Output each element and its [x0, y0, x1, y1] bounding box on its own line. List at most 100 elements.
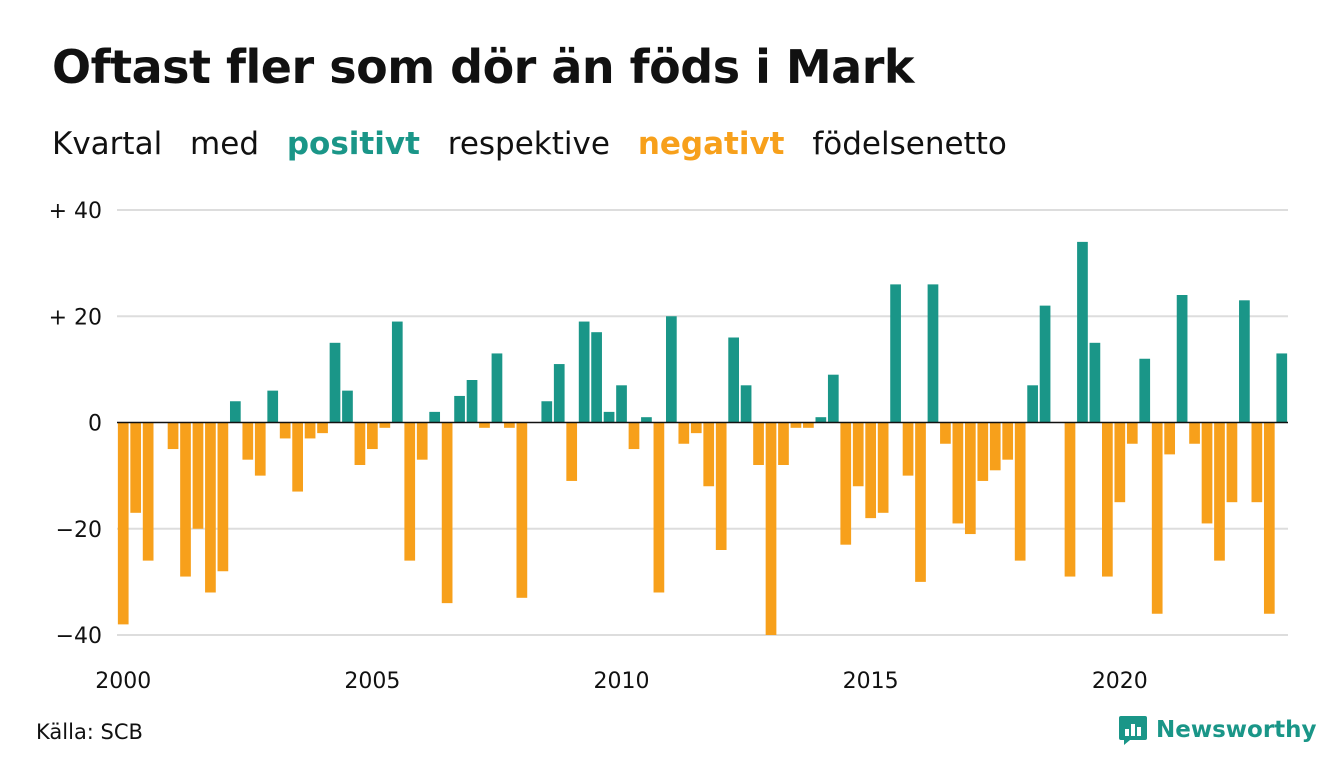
bars: [117, 241, 1288, 635]
bar-negative: [940, 422, 951, 444]
brand-logo: Newsworthy: [1118, 714, 1317, 746]
y-tick-label: −20: [56, 518, 102, 543]
bar-negative: [1226, 422, 1238, 503]
bar-negative: [279, 422, 291, 439]
bar-negative: [753, 422, 764, 465]
subtitle-part-1: Kvartal: [52, 126, 163, 162]
y-tick-label: + 40: [49, 199, 102, 224]
bar-negative: [317, 422, 328, 434]
x-tick-label: 2000: [95, 669, 151, 694]
x-tick-label: 2020: [1092, 669, 1148, 694]
bar-positive: [1139, 358, 1151, 423]
bar-negative: [1002, 422, 1014, 460]
bar-positive: [391, 321, 403, 423]
subtitle-positive-word: positivt: [286, 126, 420, 162]
bar-negative: [304, 422, 316, 439]
bar-negative: [653, 422, 665, 593]
chart-bubble-icon: [1119, 716, 1147, 745]
bar-positive: [429, 411, 441, 423]
bar-negative: [441, 422, 453, 604]
bar-negative: [715, 422, 727, 550]
bar-negative: [790, 422, 802, 428]
bar-negative: [852, 422, 864, 487]
bar-positive: [1276, 353, 1288, 423]
bar-positive: [1077, 241, 1088, 423]
bar-positive: [1039, 305, 1051, 423]
chart-subtitle: Kvartal med positivt respektive negativt…: [52, 126, 1025, 162]
bar-negative: [167, 422, 179, 450]
subtitle-part-3: respektive: [447, 126, 610, 162]
bar-negative: [1189, 422, 1200, 444]
bar-negative: [292, 422, 303, 492]
x-tick-label: 2010: [594, 669, 650, 694]
bar-negative: [1263, 422, 1275, 614]
bar-negative: [977, 422, 989, 481]
bar-negative: [915, 422, 926, 582]
x-axis-ticks: 2000 2005 2010 2015 2020: [95, 669, 1148, 694]
bar-positive: [466, 380, 478, 423]
bar-negative: [952, 422, 964, 524]
subtitle-part-2: med: [190, 126, 259, 162]
bar-negative: [628, 422, 640, 450]
bar-positive: [890, 284, 901, 423]
source-note: Källa: SCB: [36, 720, 143, 744]
bar-positive: [666, 316, 677, 423]
bar-positive: [329, 342, 341, 423]
bar-negative: [865, 422, 877, 519]
subtitle-part-4: födelsenetto: [812, 126, 1007, 162]
bar-negative: [142, 422, 154, 561]
bar-negative: [1201, 422, 1213, 524]
subtitle-negative-word: negativt: [637, 126, 785, 162]
bar-negative: [765, 422, 777, 635]
brand-name: Newsworthy: [1156, 717, 1317, 743]
bar-negative: [902, 422, 914, 476]
bar-positive: [1089, 342, 1101, 423]
bar-negative: [1126, 422, 1138, 444]
bar-negative: [566, 422, 578, 481]
bar-positive: [1027, 385, 1038, 423]
bar-negative: [1251, 422, 1263, 503]
bar-negative: [778, 422, 789, 465]
x-tick-label: 2005: [344, 669, 400, 694]
bar-negative: [877, 422, 889, 513]
bar-negative: [479, 422, 490, 428]
bar-negative: [130, 422, 142, 513]
y-tick-label: −40: [56, 624, 102, 649]
bar-positive: [927, 284, 939, 423]
bar-negative: [354, 422, 366, 465]
bar-positive: [541, 401, 553, 423]
chart-title: Oftast fler som dör än föds i Mark: [52, 40, 915, 94]
bar-negative: [1114, 422, 1126, 503]
bar-negative: [242, 422, 254, 460]
y-axis-ticks: + 40 + 20 0 −20 −40: [49, 199, 102, 649]
bar-positive: [616, 385, 627, 423]
bar-positive: [641, 417, 652, 423]
bar-positive: [267, 390, 279, 423]
bar-positive: [342, 390, 353, 423]
bar-negative: [379, 422, 391, 428]
bar-negative: [404, 422, 416, 561]
bar-positive: [591, 332, 602, 423]
bar-negative: [192, 422, 204, 529]
bar-positive: [728, 337, 739, 423]
bar-negative: [117, 422, 129, 625]
bar-negative: [504, 422, 515, 428]
bar-negative: [217, 422, 229, 572]
bar-negative: [367, 422, 378, 450]
bar-positive: [603, 411, 615, 423]
x-tick-label: 2015: [843, 669, 899, 694]
bar-negative: [254, 422, 266, 476]
bar-negative: [840, 422, 852, 545]
bar-positive: [229, 401, 241, 423]
bar-positive: [827, 374, 839, 423]
bar-negative: [803, 422, 814, 428]
grid-lines: [117, 209, 1288, 636]
bar-negative: [703, 422, 715, 487]
bar-negative: [416, 422, 428, 460]
bar-negative: [180, 422, 191, 577]
y-tick-label: + 20: [49, 305, 102, 330]
bar-negative: [678, 422, 690, 444]
bar-negative: [690, 422, 702, 434]
bar-negative: [1214, 422, 1225, 561]
